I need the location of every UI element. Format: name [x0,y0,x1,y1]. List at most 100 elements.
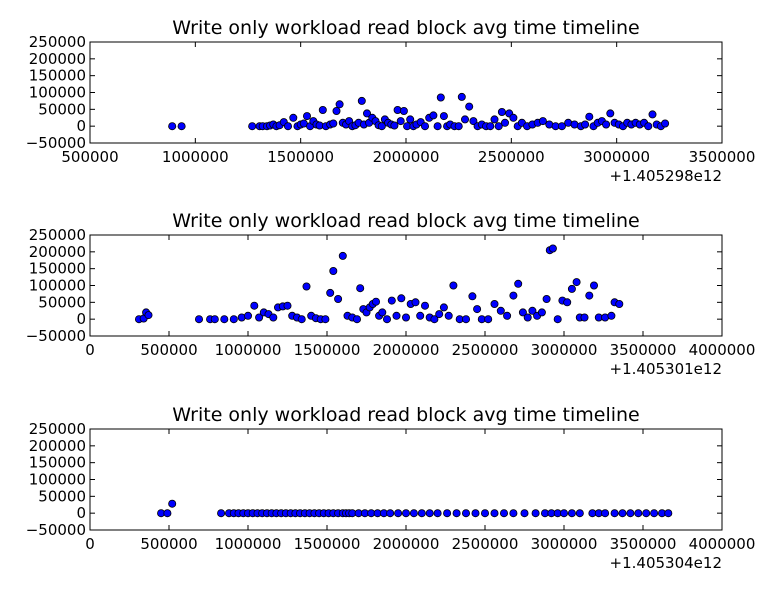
x-tick-label: 3500000 [610,535,677,553]
data-point [302,112,311,121]
data-point [321,315,330,324]
data-point [248,122,257,131]
y-tick-label: −50000 [26,327,86,345]
data-point [575,509,584,518]
data-point [401,313,410,322]
data-point [499,509,508,518]
y-tick-label: 0 [76,504,86,522]
y-tick-label: 200000 [29,50,86,68]
data-point [243,311,252,320]
x-offset-label: +1.405301e12 [610,360,722,378]
x-tick-label: 2000000 [373,148,440,166]
data-point [255,313,264,322]
x-tick-label: 500000 [140,341,197,359]
data-point [332,107,341,116]
data-point [394,509,403,518]
data-point [537,308,546,317]
data-point [435,310,444,319]
x-tick-label: 500000 [140,535,197,553]
data-points [134,244,624,324]
data-point [471,509,480,518]
data-point [528,306,537,315]
data-point [518,308,527,317]
data-point [468,292,477,301]
data-point [509,291,518,300]
data-point [397,294,406,303]
data-point [297,315,306,324]
y-tick-label: 100000 [29,84,86,102]
y-tick-label: −50000 [26,134,86,152]
data-point [338,251,347,260]
x-tick-label: 1500000 [267,148,334,166]
x-axis: 0 500000 1000000 1500000 2000000 2500000 30000… [85,429,755,553]
data-point [486,122,495,131]
data-point [461,509,470,518]
data-point [618,509,627,518]
data-point [503,311,512,320]
data-point [454,122,463,131]
x-tick-label: 500000 [61,148,118,166]
data-point [144,311,153,320]
data-point [585,291,594,300]
data-point [392,311,401,320]
x-tick-label: 3000000 [531,535,598,553]
data-point [177,122,186,131]
data-point [480,509,489,518]
x-tick-label: 1500000 [294,535,361,553]
data-point [580,313,589,322]
data-point [329,266,338,275]
data-point [626,509,635,518]
data-point [334,294,343,303]
data-point [217,509,226,518]
x-tick-label: 1000000 [215,535,282,553]
x-tick-label: 4000000 [689,341,756,359]
y-tick-label: 50000 [38,487,86,505]
data-point [509,113,518,122]
data-point [401,509,410,518]
data-point [460,115,469,124]
data-point [449,281,458,290]
data-point [542,294,551,303]
data-point [490,299,499,308]
data-point [420,122,429,131]
data-point [642,509,651,518]
data-point [318,106,327,115]
data-point [497,108,506,117]
data-point [473,305,482,314]
data-point [607,311,616,320]
data-point [494,122,503,131]
data-point [433,122,442,131]
data-point [399,107,408,116]
x-tick-label: 0 [85,535,95,553]
data-point [615,299,624,308]
data-point [509,509,518,518]
data-point [560,509,569,518]
y-tick-label: −50000 [26,521,86,539]
data-point [650,509,659,518]
x-axis: 0 500000 1000000 1500000 2000000 2500000 30000… [85,235,755,359]
data-point [436,93,445,102]
subplot-title: Write only workload read block avg time … [172,17,640,39]
subplot-3: Write only workload read block avg time … [26,404,756,572]
data-point [490,115,499,124]
data-point [168,122,177,131]
data-point [523,313,532,322]
x-tick-label: 0 [85,341,95,359]
data-point [514,279,523,288]
y-tick-label: 100000 [29,471,86,489]
data-point [439,303,448,312]
data-point [496,306,505,315]
data-point [572,278,581,287]
y-tick-label: 250000 [29,420,86,438]
y-tick-label: 200000 [29,437,86,455]
y-tick-label: 0 [76,117,86,135]
data-point [457,92,466,101]
subplot-title: Write only workload read block avg time … [172,210,640,232]
data-point [585,112,594,121]
data-point [610,509,619,518]
data-point [443,509,452,518]
data-point [439,112,448,121]
